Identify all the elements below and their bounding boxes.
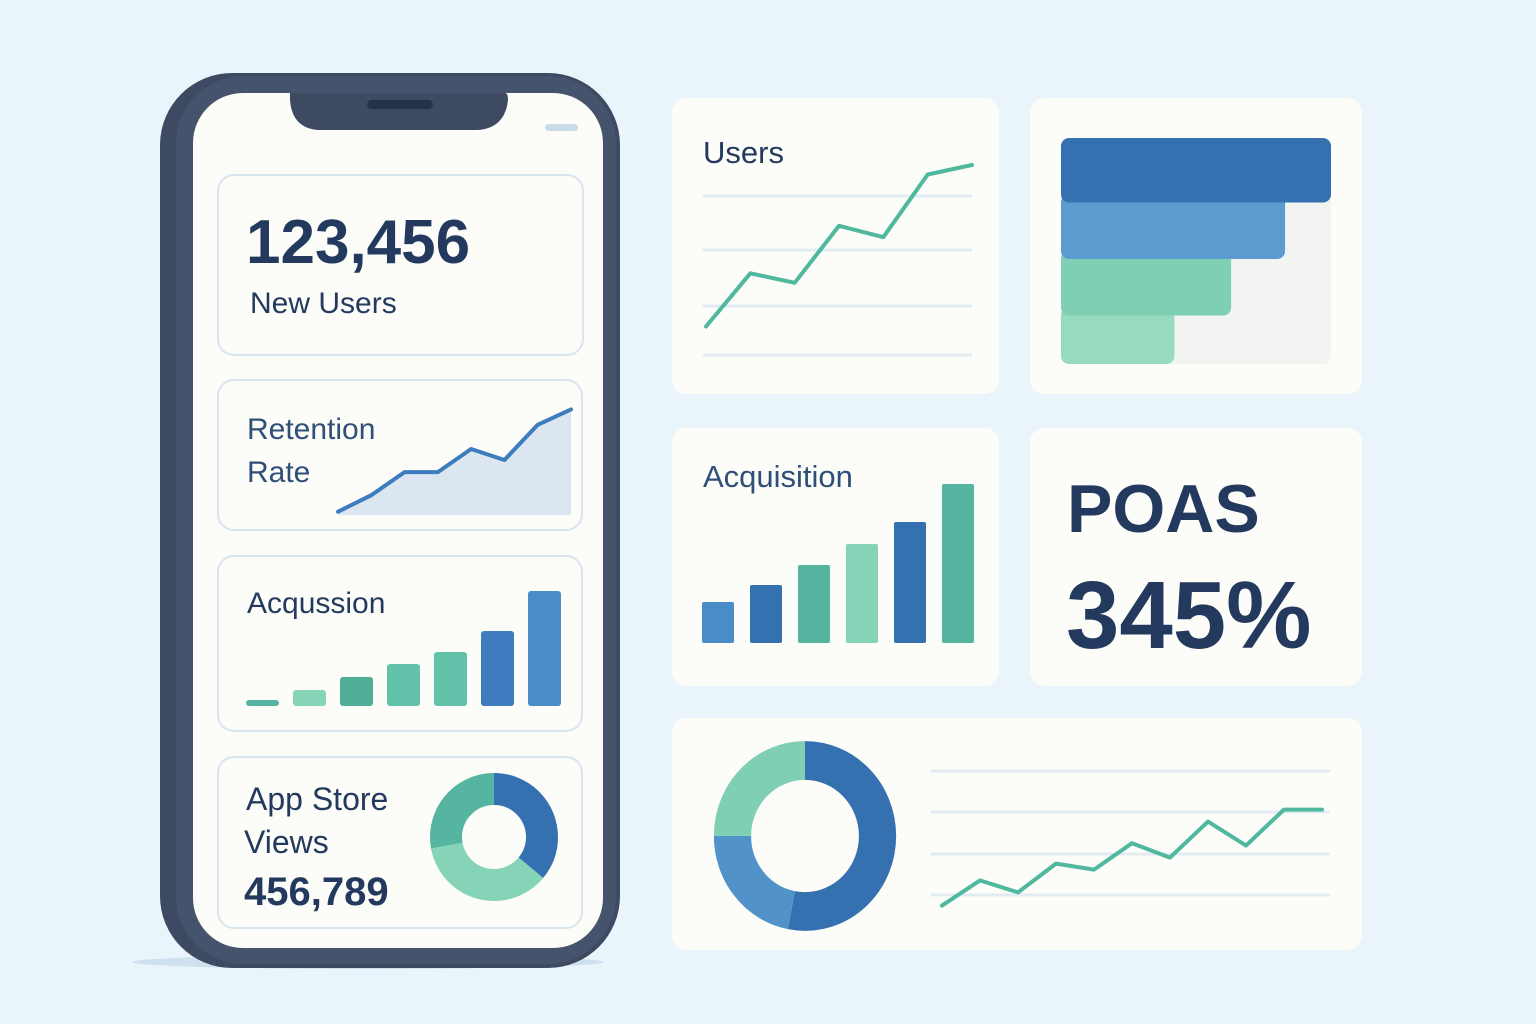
users-card	[672, 98, 999, 394]
acquisition-title: Acquisition	[703, 459, 853, 494]
poas-card	[1030, 428, 1362, 686]
phone-acquisition-bar	[246, 700, 279, 706]
acquisition-bar	[942, 484, 974, 643]
poas-label: POAS	[1067, 471, 1260, 547]
funnel-bar	[1061, 307, 1175, 364]
new-users-label: New Users	[250, 287, 397, 320]
bottom-donut-segment	[713, 741, 897, 931]
poas-value: 345%	[1066, 562, 1312, 669]
acquisition-bar	[894, 522, 926, 643]
funnel-bar	[1061, 251, 1232, 316]
users-title: Users	[703, 135, 784, 170]
app-store-label-line1: App Store	[246, 781, 389, 817]
funnel-bar	[1061, 138, 1331, 203]
acquisition-bar	[798, 565, 830, 643]
status-indicator	[545, 124, 578, 131]
retention-label-line2: Rate	[247, 456, 311, 489]
phone-acquisition-bar	[434, 652, 467, 706]
app-store-donut-segment	[430, 773, 558, 901]
bottom-donut-segment	[713, 741, 897, 931]
phone-notch	[290, 93, 508, 130]
acquisition-bar	[846, 544, 878, 643]
new-users-card	[217, 174, 584, 356]
phone-speaker	[367, 100, 433, 109]
new-users-value: 123,456	[246, 208, 471, 277]
app-store-donut-segment	[430, 773, 558, 901]
phone-acquisition-bar	[481, 631, 514, 706]
phone-acquisition-bar	[340, 677, 373, 706]
funnel-bar	[1061, 194, 1286, 259]
phone-acquisition-label: Acqussion	[247, 587, 386, 620]
acquisition-bar	[702, 602, 734, 643]
bottom-donut	[713, 741, 897, 931]
app-store-value: 456,789	[244, 870, 389, 914]
acquisition-bar	[750, 585, 782, 643]
phone-acquisition-bar	[387, 664, 420, 706]
bottom-line	[940, 807, 1324, 908]
retention-line	[336, 407, 573, 514]
phone-acquisition-bar	[293, 690, 326, 706]
retention-label-line1: Retention	[247, 413, 376, 446]
app-store-label-line2: Views	[244, 824, 329, 860]
phone-acquisition-bar	[528, 591, 561, 706]
users-line	[704, 163, 974, 329]
